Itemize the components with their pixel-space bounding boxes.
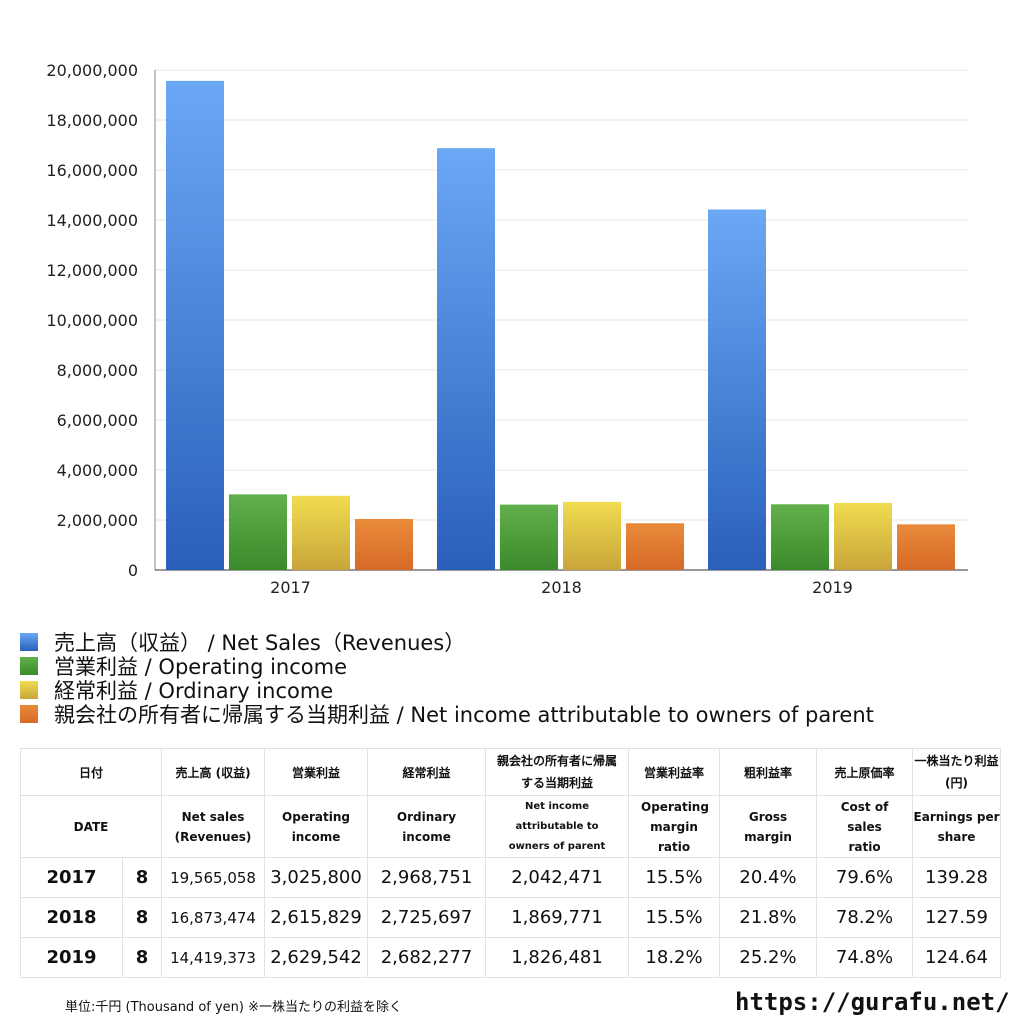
table-row: 2019 8 14,419,373 2,629,542 2,682,277 1,826,… [20, 937, 1002, 978]
legend-label: 経常利益 / Ordinary income [54, 679, 334, 703]
legend-label: 親会社の所有者に帰属する当期利益 / Net income attributab… [54, 703, 874, 727]
header-cell: Gross margin [719, 795, 818, 858]
legend: 売上高（収益） / Net Sales（Revenues） 営業利益 / Ope… [20, 630, 874, 727]
bar [708, 209, 766, 570]
bar [834, 502, 892, 570]
cell: 8 [121, 897, 163, 938]
bar [355, 518, 413, 570]
cell: 15.5% [628, 857, 721, 898]
bar [897, 524, 955, 570]
cell: 8 [121, 937, 163, 978]
y-tick-label: 2,000,000 [57, 511, 138, 530]
cell: 124.64 [912, 937, 1002, 978]
bar [626, 523, 684, 570]
header-cell: Cost of sales ratio [816, 795, 914, 858]
cell: 2,968,751 [367, 857, 487, 898]
cell: 8 [121, 857, 163, 898]
cell: 79.6% [816, 857, 914, 898]
cell: 19,565,058 [161, 857, 266, 898]
legend-item: 営業利益 / Operating income [20, 654, 874, 679]
cell: 74.8% [816, 937, 914, 978]
legend-item: 売上高（収益） / Net Sales（Revenues） [20, 630, 874, 655]
y-tick-label: 6,000,000 [57, 411, 138, 430]
table-row: 2018 8 16,873,474 2,615,829 2,725,697 1,869,… [20, 897, 1002, 938]
cell: 16,873,474 [161, 897, 266, 938]
header-cell: Net income attributable to owners of par… [485, 795, 630, 858]
header-cell: Earnings per share [912, 795, 1002, 858]
x-tick-label: 2018 [541, 578, 582, 597]
header-cell: Ordinary income [367, 795, 487, 858]
legend-item: 親会社の所有者に帰属する当期利益 / Net income attributab… [20, 702, 874, 727]
bar [437, 148, 495, 570]
header-cell: 一株当たり利益(円) [912, 748, 1002, 796]
legend-label: 売上高（収益） / Net Sales（Revenues） [54, 631, 466, 655]
cell: 2018 [20, 897, 123, 938]
y-tick-label: 8,000,000 [57, 361, 138, 380]
y-tick-label: 18,000,000 [46, 111, 138, 130]
cell: 25.2% [719, 937, 818, 978]
legend-swatch [20, 681, 38, 699]
bar-chart: 0 2,000,000 4,000,000 6,000,000 8,000,000 10,… [46, 61, 968, 597]
cell: 2019 [20, 937, 123, 978]
header-cell: 日付 [19, 748, 163, 796]
legend-swatch [20, 633, 38, 651]
cell: 21.8% [719, 897, 818, 938]
cell: 20.4% [719, 857, 818, 898]
bar [771, 504, 829, 570]
bar [563, 501, 621, 570]
cell: 2,629,542 [264, 937, 369, 978]
y-tick-label: 10,000,000 [46, 311, 138, 330]
legend-item: 経常利益 / Ordinary income [20, 678, 874, 703]
y-tick-label: 16,000,000 [46, 161, 138, 180]
header-cell: 売上高 (収益) [161, 748, 266, 796]
y-tick-label: 20,000,000 [46, 61, 138, 80]
cell: 2017 [20, 857, 123, 898]
y-tick-label: 4,000,000 [57, 461, 138, 480]
header-cell: Operating income [264, 795, 369, 858]
cell: 15.5% [628, 897, 721, 938]
x-tick-label: 2019 [812, 578, 853, 597]
header-row-jp: 日付 売上高 (収益) 営業利益 経常利益 親会社の所有者に帰属する当期利益 営… [19, 748, 1002, 796]
cell: 1,869,771 [485, 897, 630, 938]
header-cell: 営業利益 [264, 748, 369, 796]
bar [166, 80, 224, 571]
cell: 127.59 [912, 897, 1002, 938]
site-url[interactable]: https://gurafu.net/ [735, 988, 1010, 1016]
header-cell: 経常利益 [367, 748, 487, 796]
legend-swatch [20, 705, 38, 723]
unit-note: 単位:千円 (Thousand of yen) ※一株当たりの利益を除く [65, 1000, 403, 1015]
cell: 1,826,481 [485, 937, 630, 978]
table-row: 2017 8 19,565,058 3,025,800 2,968,751 2,042,… [20, 857, 1002, 898]
y-tick-label: 12,000,000 [46, 261, 138, 280]
legend-label: 営業利益 / Operating income [54, 655, 348, 679]
cell: 2,682,277 [367, 937, 487, 978]
header-cell: 親会社の所有者に帰属する当期利益 [485, 748, 630, 796]
financial-table: 日付 売上高 (収益) 営業利益 経常利益 親会社の所有者に帰属する当期利益 営… [19, 748, 1002, 978]
header-cell: 粗利益率 [719, 748, 818, 796]
header-cell: DATE [19, 795, 163, 858]
header-row-en: DATE Net sales (Revenues) Operating inco… [19, 795, 1002, 858]
header-cell: Net sales (Revenues) [161, 795, 266, 858]
cell: 18.2% [628, 937, 721, 978]
y-tick-label: 14,000,000 [46, 211, 138, 230]
x-tick-label: 2017 [270, 578, 311, 597]
y-tick-label: 0 [128, 561, 138, 580]
header-cell: 営業利益率 [628, 748, 721, 796]
cell: 2,042,471 [485, 857, 630, 898]
bar [500, 504, 558, 570]
bar [229, 494, 287, 570]
cell: 2,725,697 [367, 897, 487, 938]
cell: 139.28 [912, 857, 1002, 898]
cell: 14,419,373 [161, 937, 266, 978]
header-cell: 売上原価率 [816, 748, 914, 796]
legend-swatch [20, 657, 38, 675]
cell: 78.2% [816, 897, 914, 938]
header-cell: Operating margin ratio [628, 795, 721, 858]
cell: 2,615,829 [264, 897, 369, 938]
bar [292, 495, 350, 570]
cell: 3,025,800 [264, 857, 369, 898]
